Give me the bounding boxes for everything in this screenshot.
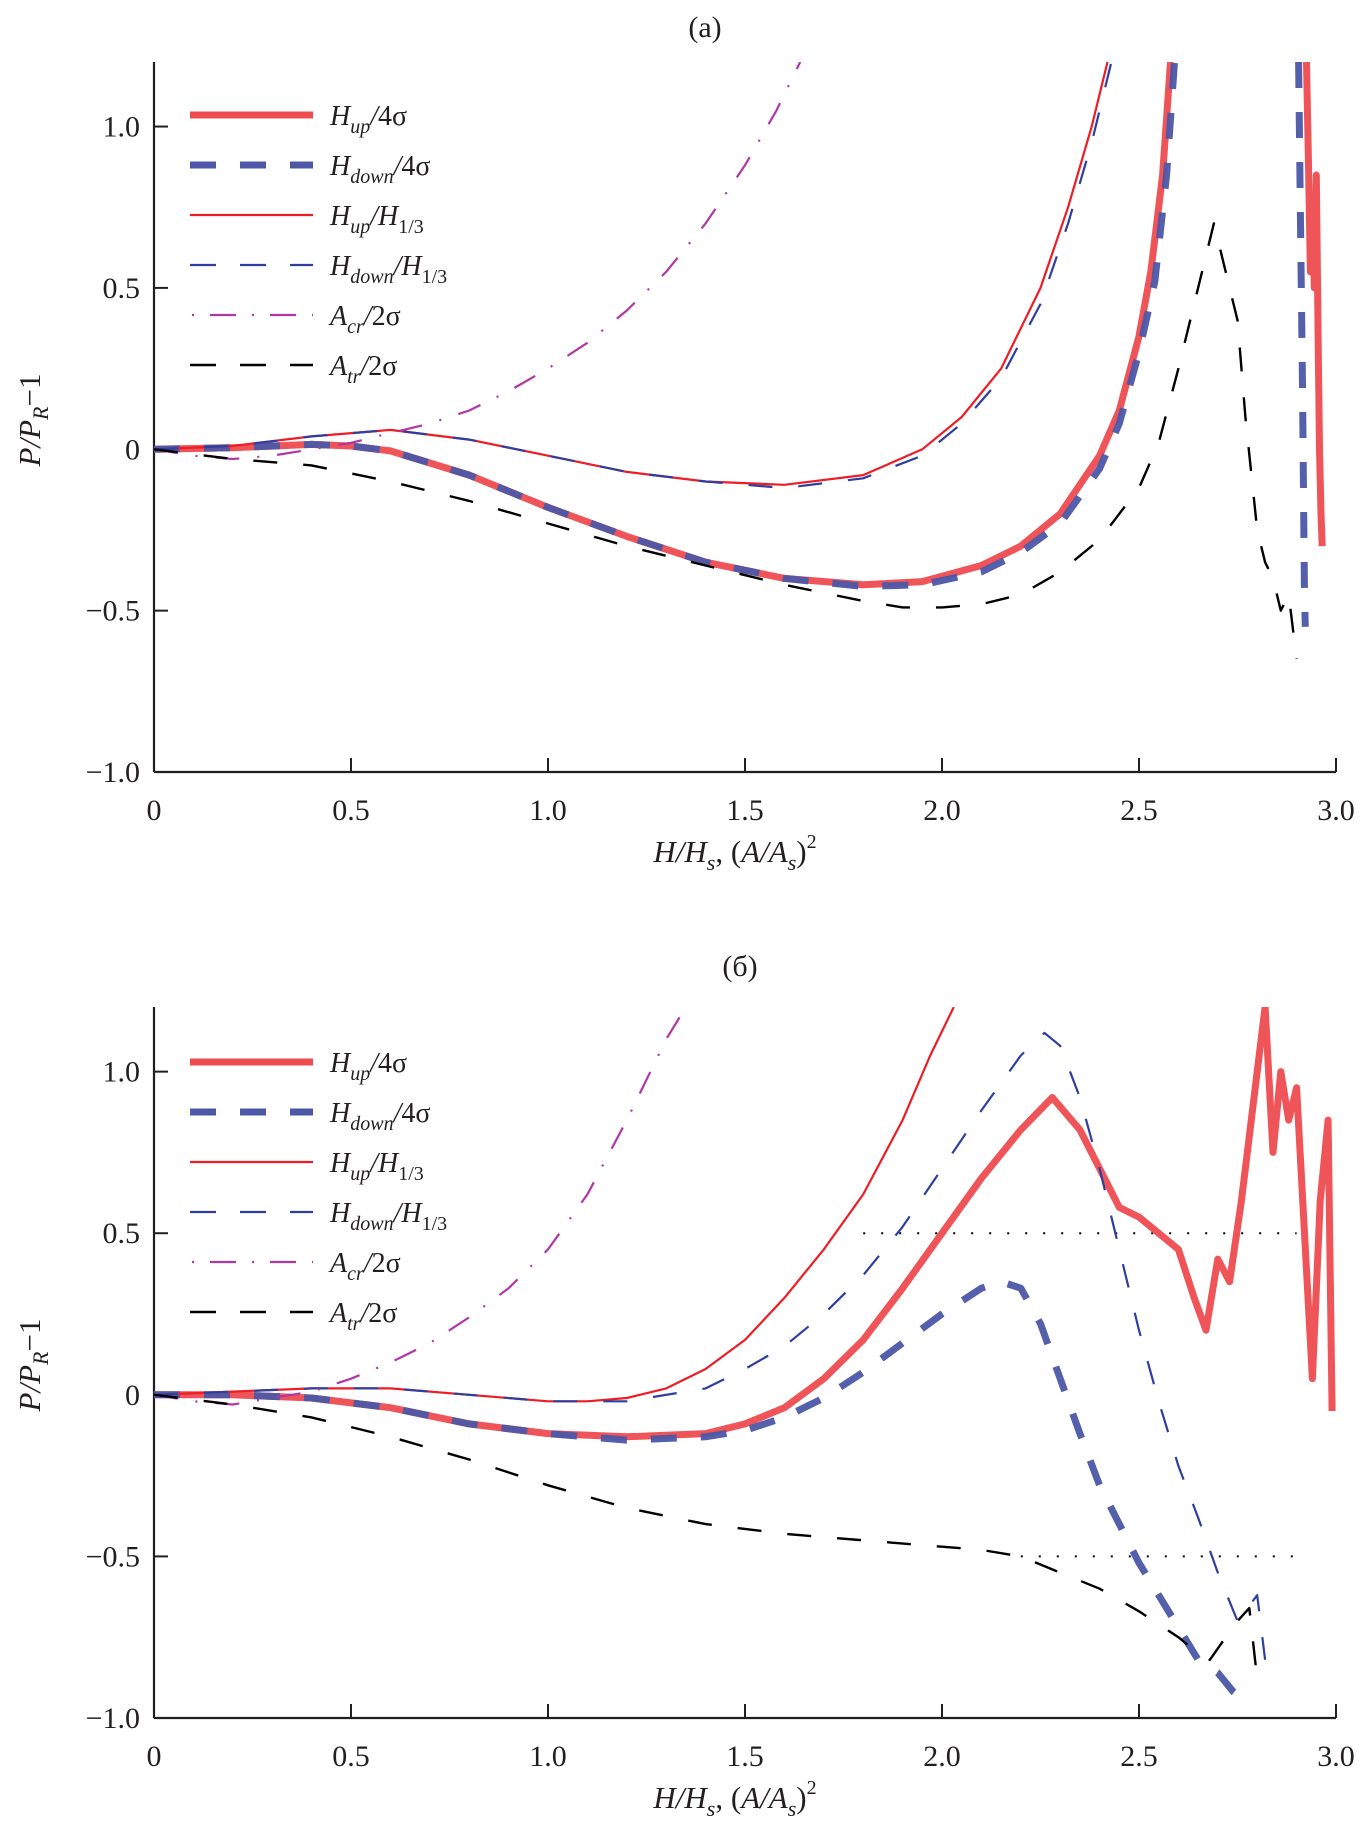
y-tick-label: 0 (125, 433, 140, 466)
x-tick-label: 3.0 (1317, 1740, 1355, 1773)
legend-label: Hup/H1/3 (329, 201, 424, 238)
legend: Hup/4σ Hdown/4σ Hup/H1/3 Hdown/H1/3 Acr/2σ At… (190, 101, 447, 388)
panel-b: (б) 0 0.5 1.0 1.5 2.0 2.5 3.0 −1.0 −0.5 0 0.5 1.0 H/… (12, 950, 1355, 1821)
legend-label: Hup/H1/3 (329, 1148, 424, 1185)
legend: Hup/4σ Hdown/4σ Hup/H1/3 Hdown/H1/3 Acr/2σ At… (190, 1048, 447, 1335)
series-line-h-up-h-1-3 (154, 1007, 955, 1403)
y-tick-label: −0.5 (86, 595, 140, 628)
x-tick-label: 0 (147, 794, 162, 827)
legend-label: Atr/2σ (328, 1298, 397, 1335)
y-axis-label: P/PR−1 (12, 1319, 53, 1413)
legend-label: Acr/2σ (328, 1248, 401, 1285)
series-line-h-down-4- (154, 62, 1178, 590)
panel-title-a: (а) (688, 11, 721, 44)
y-tick-label: 1.0 (103, 111, 141, 144)
x-axis-label: H/Hs, (A/As)2 (652, 1777, 816, 1821)
series-line-h-down-h-1-3 (154, 1031, 1267, 1660)
series-line-a-tr-2- (154, 1393, 1259, 1680)
series-group (154, 62, 1326, 660)
y-axis-label: P/PR−1 (12, 374, 53, 468)
panel-a: (а) 0 0.5 1.0 1.5 2.0 2.5 3.0 −1.0 −0.5 0 0.5 1.0 H/… (12, 11, 1355, 875)
x-tick-label: 1.0 (529, 794, 567, 827)
y-tick-label: −0.5 (86, 1540, 140, 1573)
legend-label: Hup/4σ (329, 101, 407, 138)
series-line-a-tr-2- (154, 222, 1298, 660)
y-tick-label: 0.5 (103, 272, 141, 305)
series-group (154, 1007, 1336, 1705)
x-tick-label: 0 (147, 1740, 162, 1773)
panel-title-b: (б) (722, 950, 757, 983)
legend-label: Acr/2σ (328, 301, 401, 338)
legend-label: Hdown/4σ (329, 151, 430, 188)
series-line-h-down-h-1-3 (154, 62, 1113, 490)
legend-label: Hup/4σ (329, 1048, 407, 1085)
series-line-h-down-4-x-2-9- (1295, 62, 1309, 627)
x-tick-label: 0.5 (332, 794, 370, 827)
legend-label: Hdown/H1/3 (329, 1198, 447, 1235)
series-line-h-down-4- (154, 1278, 1248, 1705)
x-tick-label: 3.0 (1317, 794, 1355, 827)
series-line-h-up-h-1-3 (154, 62, 1109, 486)
x-tick-label: 2.0 (923, 1740, 961, 1773)
x-tick-label: 0.5 (332, 1740, 370, 1773)
x-tick-label: 1.5 (726, 1740, 764, 1773)
legend-label: Atr/2σ (328, 351, 397, 388)
y-tick-label: 1.0 (103, 1056, 141, 1089)
series-line-a-cr-2- (154, 62, 802, 461)
y-tick-label: −1.0 (86, 1702, 140, 1735)
x-axis-label: H/Hs, (A/As)2 (652, 831, 816, 875)
x-tick-label: 2.0 (923, 794, 961, 827)
series-line-h-up-4-x-2-9- (1303, 62, 1326, 547)
x-tick-label: 2.5 (1120, 1740, 1158, 1773)
y-tick-label: 0.5 (103, 1217, 141, 1250)
x-tick-label: 2.5 (1120, 794, 1158, 827)
y-tick-label: −1.0 (86, 756, 140, 789)
series-line-h-up-4- (154, 62, 1174, 589)
legend-label: Hdown/4σ (329, 1098, 430, 1135)
x-tick-label: 1.0 (529, 1740, 567, 1773)
series-line-a-cr-2- (154, 1007, 687, 1406)
y-tick-label: 0 (125, 1379, 140, 1412)
legend-label: Hdown/H1/3 (329, 251, 447, 288)
x-tick-label: 1.5 (726, 794, 764, 827)
